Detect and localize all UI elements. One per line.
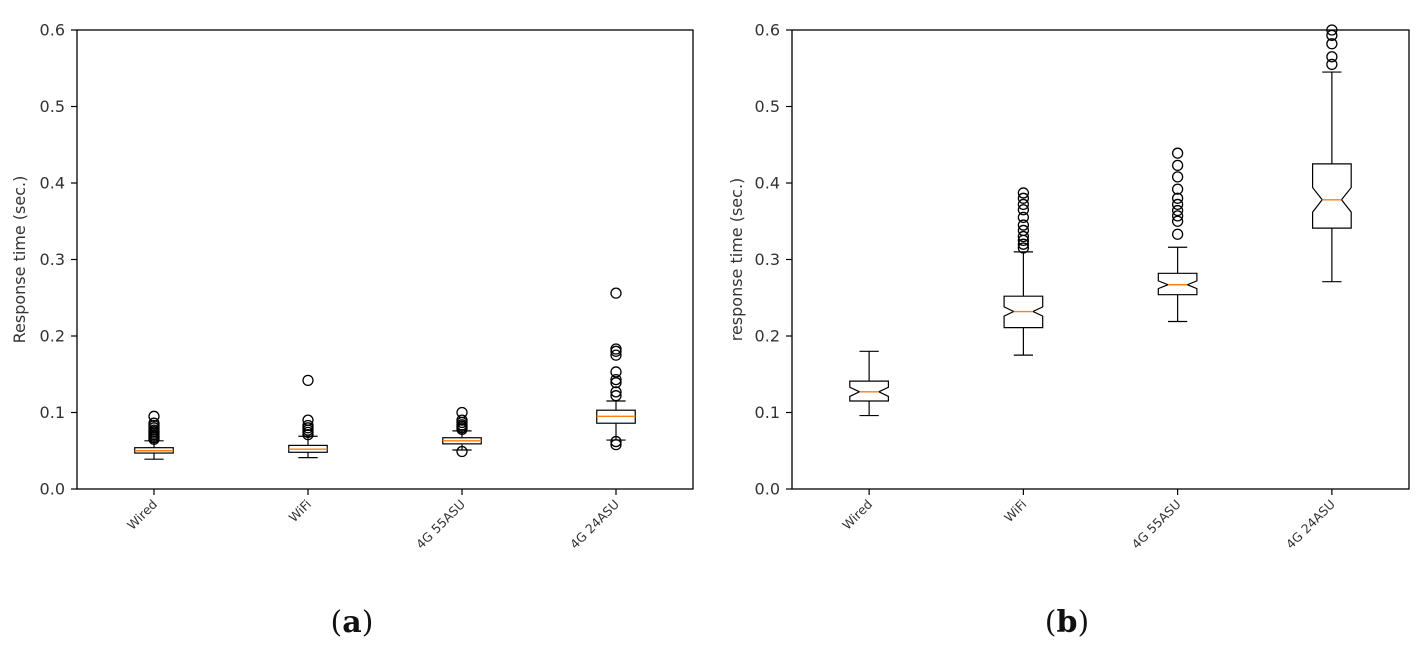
outlier-point: [1017, 238, 1030, 250]
outlier-point: [1326, 51, 1338, 63]
caption-a: (a): [331, 605, 374, 640]
outlier-point: [1171, 204, 1184, 217]
outlier-point: [610, 373, 622, 386]
outlier-point: [1017, 192, 1030, 204]
y-tick-label: 0.0: [755, 480, 780, 499]
outlier-point: [1017, 219, 1030, 231]
outlier-point: [1017, 187, 1030, 199]
box-wired: [849, 350, 890, 417]
y-tick-label: 0.5: [40, 97, 65, 116]
caption-b: (b): [1045, 605, 1089, 640]
outlier-point: [302, 419, 314, 432]
x-tick-label: Wired: [124, 497, 160, 533]
outlier-point: [302, 414, 314, 426]
y-tick-label: 0.5: [755, 97, 780, 116]
y-tick-label: 0.0: [40, 480, 65, 499]
outlier-point: [456, 445, 468, 458]
y-tick-label: 0.2: [755, 327, 780, 346]
y-axis-title-b: response time (sec.): [727, 178, 746, 342]
y-tick-label: 0.1: [40, 403, 65, 422]
outlier-point: [1171, 210, 1184, 222]
box-wifi: [288, 374, 328, 459]
y-axis-b: 0.0 0.1 0.2 0.3 0.4 0.5 0.6: [755, 21, 792, 499]
y-tick-label: 0.3: [755, 250, 780, 269]
outlier-point: [1171, 228, 1184, 240]
outlier-point: [456, 414, 468, 426]
box-4g-55asu: [1157, 147, 1198, 323]
outlier-point: [1017, 230, 1030, 243]
box-body: [1311, 163, 1352, 229]
panel-b: 0.0 0.1 0.2 0.3 0.4 0.5 0.6 Wired WiFi 4G 55ASU 4…: [727, 21, 1410, 640]
y-tick-label: 0.1: [755, 403, 780, 422]
box-body: [1157, 272, 1198, 296]
outlier-point: [302, 374, 314, 387]
outlier-point: [1017, 211, 1030, 224]
x-tick-label: 4G 24ASU: [1283, 497, 1338, 552]
outlier-point: [610, 435, 622, 448]
plot-frame-a: [76, 29, 694, 490]
panel-a: 0.0 0.1 0.2 0.3 0.4 0.5 0.6 Wired WiFi 4G 55ASU 4…: [10, 21, 694, 640]
outlier-point: [1171, 192, 1184, 204]
outlier-point: [610, 377, 622, 389]
outlier-point: [1326, 29, 1338, 42]
y-tick-label: 0.2: [40, 327, 65, 346]
y-tick-label: 0.4: [755, 174, 780, 193]
box-wifi: [1003, 187, 1044, 356]
outlier-point: [1326, 58, 1338, 71]
box-wired: [134, 410, 174, 460]
outlier-point: [148, 417, 160, 429]
boxes-a: [134, 287, 636, 460]
x-axis-a: Wired WiFi 4G 55ASU 4G 24ASU: [124, 489, 622, 552]
box-body: [1003, 295, 1044, 329]
box-4g-24asu: [1311, 24, 1352, 283]
outlier-point: [1017, 224, 1030, 237]
caption-b-letter: b: [1057, 605, 1078, 640]
y-tick-label: 0.6: [40, 21, 65, 40]
x-axis-b: Wired WiFi 4G 55ASU 4G 24ASU: [839, 489, 1338, 552]
outlier-point: [1171, 215, 1184, 227]
outlier-point: [1171, 147, 1184, 159]
x-tick-label: 4G 55ASU: [413, 497, 468, 552]
y-tick-label: 0.6: [755, 21, 780, 40]
x-tick-label: 4G 24ASU: [567, 497, 622, 552]
outlier-point: [1171, 198, 1184, 211]
y-axis-a: 0.0 0.1 0.2 0.3 0.4 0.5 0.6: [40, 21, 77, 499]
plot-frame-b: [791, 29, 1410, 490]
outlier-point: [610, 438, 622, 451]
box-4g-55asu: [442, 406, 482, 458]
outlier-point: [610, 349, 622, 361]
outlier-point: [1171, 183, 1184, 195]
outlier-point: [610, 343, 622, 355]
outlier-point: [1171, 171, 1184, 183]
outlier-point: [1326, 24, 1338, 36]
x-tick-label: Wired: [839, 497, 875, 533]
x-tick-label: WiFi: [286, 497, 315, 526]
caption-a-letter: a: [342, 605, 361, 640]
y-tick-label: 0.3: [40, 250, 65, 269]
y-axis-title-a: Response time (sec.): [10, 176, 29, 344]
y-tick-label: 0.4: [40, 174, 65, 193]
outlier-point: [1326, 38, 1338, 50]
boxes-b: [849, 24, 1352, 417]
outlier-point: [456, 406, 468, 419]
outlier-point: [1017, 242, 1030, 254]
outlier-point: [610, 386, 622, 398]
outlier-point: [1171, 159, 1184, 172]
outlier-point: [610, 366, 622, 378]
outlier-point: [1017, 204, 1030, 216]
box-body: [849, 380, 890, 402]
outlier-point: [610, 287, 622, 299]
outlier-point: [1017, 198, 1030, 211]
outlier-point: [148, 410, 160, 422]
x-tick-label: 4G 55ASU: [1128, 497, 1183, 552]
outlier-point: [610, 390, 622, 402]
box-4g-24asu: [596, 287, 636, 451]
x-tick-label: WiFi: [1001, 497, 1030, 526]
